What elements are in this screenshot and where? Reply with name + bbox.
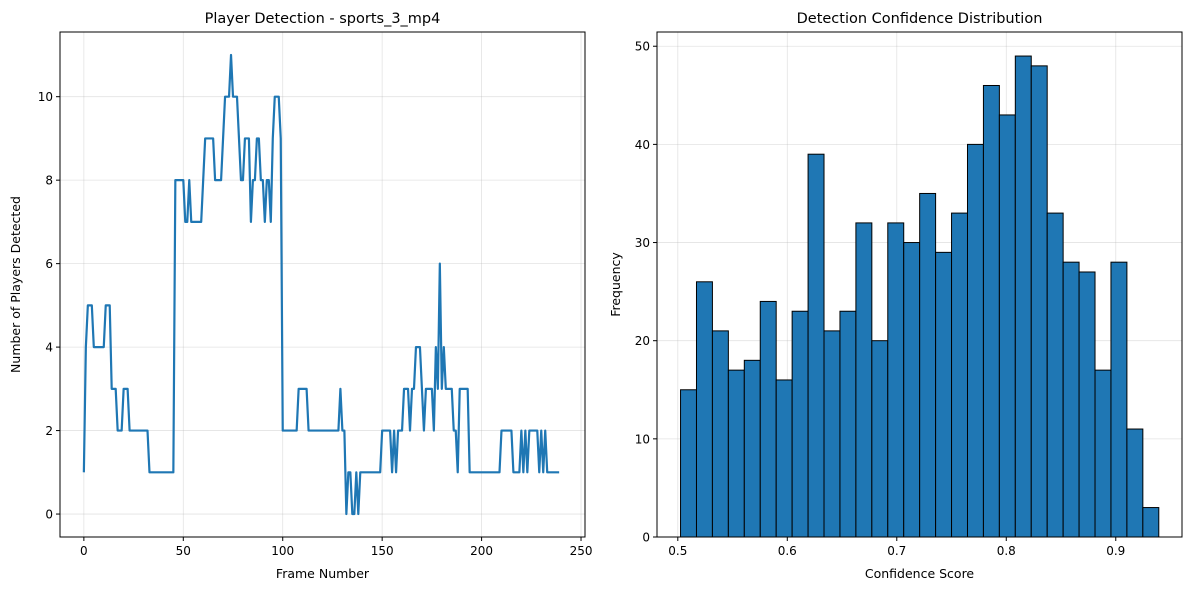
confidence-histogram-bar (791, 310, 809, 538)
confidence-histogram-y-tick-label: 40 (635, 138, 650, 152)
confidence-histogram-chart: 0.5 0.6 0.7 0.8 0.9 0 10 20 30 40 50 Detection Con… (608, 11, 1183, 581)
confidence-histogram-bar (823, 330, 841, 538)
player-detection-axes-frame (59, 31, 586, 538)
confidence-histogram-bar (1110, 261, 1128, 538)
confidence-histogram-bar (903, 242, 921, 538)
confidence-histogram-bar (951, 212, 968, 538)
confidence-histogram-bar (1046, 212, 1064, 538)
confidence-histogram-y-tick-label: 10 (635, 432, 650, 446)
confidence-histogram-x-label: Confidence Score (865, 566, 975, 581)
confidence-histogram-bar (1014, 55, 1032, 538)
player-detection-x-tick-label: 200 (470, 544, 493, 558)
confidence-histogram-bar (727, 369, 745, 538)
confidence-histogram-y-tick-label: 50 (635, 40, 650, 54)
confidence-histogram-bar (982, 84, 1000, 538)
player-detection-y-tick-label: 2 (45, 424, 53, 438)
confidence-histogram-y-label: Frequency (608, 252, 623, 317)
confidence-histogram-bar (1062, 261, 1080, 538)
confidence-histogram-bar (743, 359, 761, 538)
confidence-histogram-bar (935, 251, 953, 538)
confidence-histogram-bar (1078, 271, 1096, 538)
confidence-histogram-x-tick-label: 0.6 (778, 544, 797, 558)
confidence-histogram-bar (998, 114, 1016, 538)
player-detection-x-tick-label: 0 (80, 544, 88, 558)
confidence-histogram-bar (919, 192, 937, 538)
confidence-histogram-ticks: 0.5 0.6 0.7 0.8 0.9 0 10 20 30 40 50 (635, 40, 1126, 558)
confidence-histogram-bar (711, 330, 729, 538)
player-detection-x-tick-label: 50 (176, 544, 191, 558)
confidence-histogram-y-tick-label: 30 (635, 236, 650, 250)
player-detection-y-label: Number of Players Detected (8, 196, 23, 373)
player-detection-series-line (82, 53, 560, 516)
player-detection-x-tick-label: 250 (570, 544, 593, 558)
player-detection-y-tick-label: 10 (38, 90, 53, 104)
confidence-histogram-bar (759, 300, 777, 538)
player-detection-ticks: 0 50 100 150 200 250 0 2 4 6 8 10 (38, 90, 593, 558)
confidence-histogram-bar (1094, 369, 1112, 538)
player-detection-y-tick-label: 4 (45, 341, 53, 355)
player-detection-x-label: Frame Number (276, 566, 370, 581)
confidence-histogram-y-tick-label: 0 (642, 531, 650, 545)
confidence-histogram-bar (887, 222, 905, 538)
player-detection-y-tick-label: 0 (45, 508, 53, 522)
player-detection-x-tick-label: 150 (371, 544, 394, 558)
confidence-histogram-bar (871, 340, 889, 538)
confidence-histogram-bar (1030, 65, 1048, 538)
player-detection-y-tick-label: 8 (45, 174, 53, 188)
confidence-histogram-bar (775, 379, 793, 538)
confidence-histogram-bar (1126, 428, 1144, 538)
confidence-histogram-bar (966, 143, 984, 538)
confidence-histogram-x-tick-label: 0.9 (1106, 544, 1125, 558)
player-detection-chart: 0 50 100 150 200 250 0 2 4 6 8 10 Player Detection … (8, 11, 592, 581)
confidence-histogram-bar (855, 222, 873, 538)
confidence-histogram-x-tick-label: 0.7 (887, 544, 906, 558)
confidence-histogram-y-tick-label: 20 (635, 334, 650, 348)
player-detection-x-tick-label: 100 (271, 544, 294, 558)
confidence-histogram-bar (839, 310, 857, 538)
confidence-histogram-bar (695, 281, 713, 538)
confidence-histogram-x-tick-label: 0.8 (997, 544, 1016, 558)
confidence-histogram-bar (1142, 507, 1160, 538)
player-detection-title: Player Detection - sports_3_mp4 (205, 11, 441, 27)
confidence-histogram-axes-frame (656, 31, 1183, 538)
player-detection-plot (82, 53, 560, 516)
confidence-histogram-bar (680, 389, 697, 538)
confidence-histogram-x-tick-label: 0.5 (668, 544, 687, 558)
confidence-histogram-title: Detection Confidence Distribution (797, 11, 1043, 27)
player-detection-y-tick-label: 6 (45, 257, 53, 271)
confidence-histogram-bar (807, 153, 825, 538)
